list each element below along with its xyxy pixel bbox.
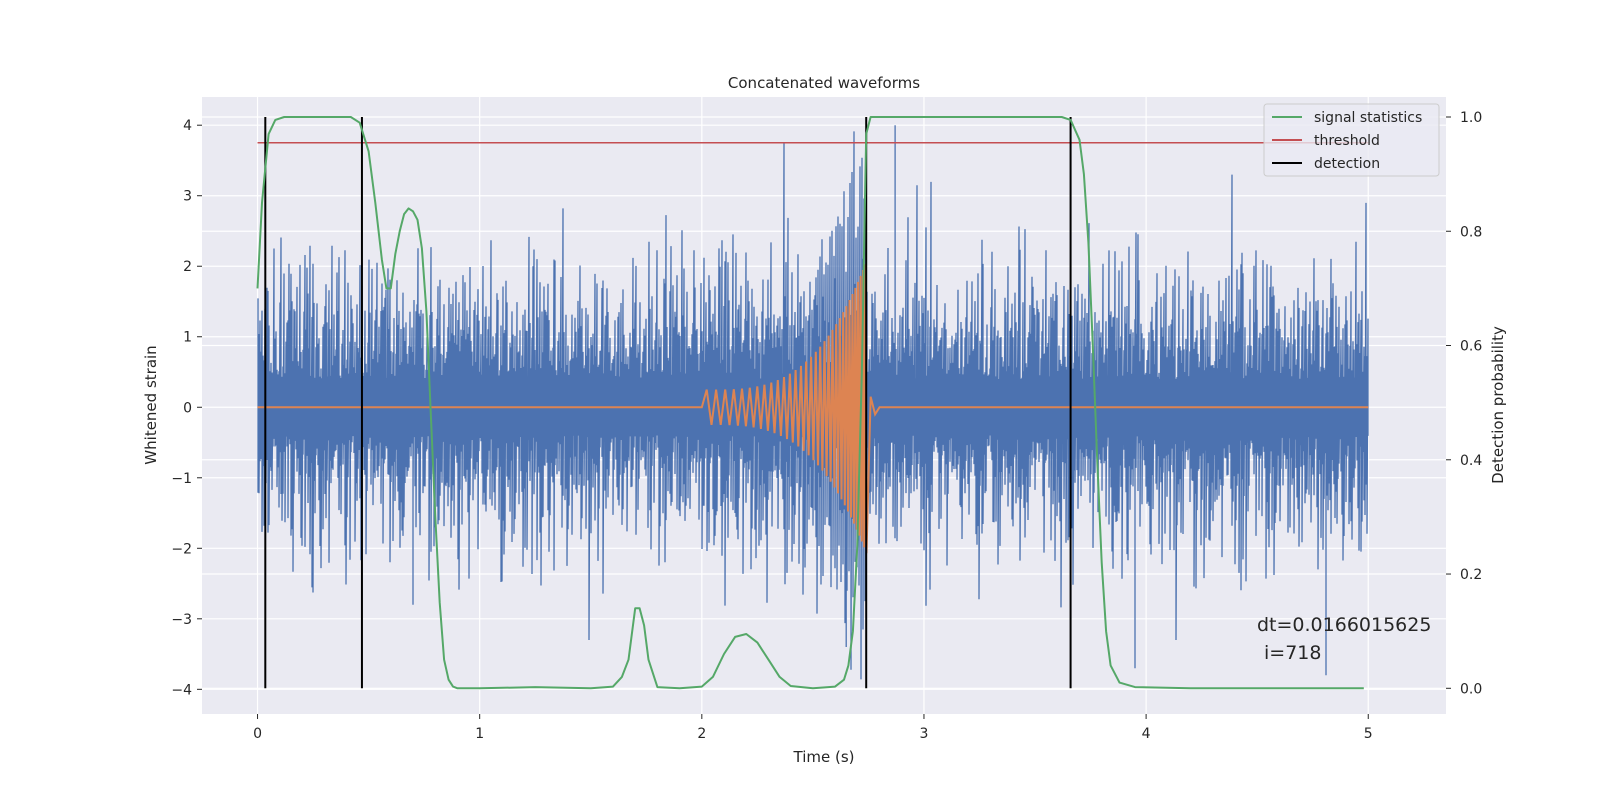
y-tick-label: −2 <box>171 541 192 557</box>
y-tick-label: 2 <box>183 259 192 275</box>
x-axis-label: Time (s) <box>793 748 855 766</box>
legend-label-detection: detection <box>1314 156 1380 172</box>
legend: signal statistics threshold detection <box>1263 103 1440 177</box>
y2-tick-label: 1.0 <box>1460 110 1482 126</box>
x-tick-label: 3 <box>920 726 929 742</box>
plot-marks <box>256 116 1369 690</box>
y-tick-label: −4 <box>171 682 192 698</box>
y2-tick-label: 0.2 <box>1460 567 1482 583</box>
legend-label-threshold: threshold <box>1314 133 1380 149</box>
annotation-dt: dt=0.0166015625 <box>1257 614 1431 636</box>
axis-ticks: 0 1 2 3 4 5 −4 −3 −2 −1 0 1 2 3 4 0.0 0.2 0.4 0.6 0.8 1.0 <box>171 110 1482 742</box>
x-tick-label: 2 <box>697 726 706 742</box>
y2-axis-label: Detection probability <box>1489 326 1507 484</box>
x-tick-label: 1 <box>475 726 484 742</box>
y-tick-label: 3 <box>183 189 192 205</box>
annotation-i: i=718 <box>1264 642 1321 664</box>
y2-tick-label: 0.4 <box>1460 453 1482 469</box>
y-axis-label: Whitened strain <box>142 345 160 464</box>
y-tick-label: −1 <box>171 471 192 487</box>
y-tick-label: 0 <box>183 400 192 416</box>
x-tick-label: 4 <box>1142 726 1151 742</box>
legend-box <box>1263 103 1440 177</box>
y2-tick-label: 0.0 <box>1460 681 1482 697</box>
x-tick-label: 0 <box>253 726 262 742</box>
x-tick-label: 5 <box>1364 726 1373 742</box>
y-tick-label: 1 <box>183 330 192 346</box>
chirp-series <box>257 264 1369 554</box>
y-tick-label: −3 <box>171 612 192 628</box>
signal-statistics-series <box>256 116 1364 690</box>
y2-tick-label: 0.8 <box>1460 224 1482 240</box>
legend-label-signal-statistics: signal statistics <box>1314 110 1422 126</box>
chart-title: Concatenated waveforms <box>728 74 920 92</box>
y2-tick-label: 0.6 <box>1460 339 1482 355</box>
y-tick-label: 4 <box>183 118 192 134</box>
